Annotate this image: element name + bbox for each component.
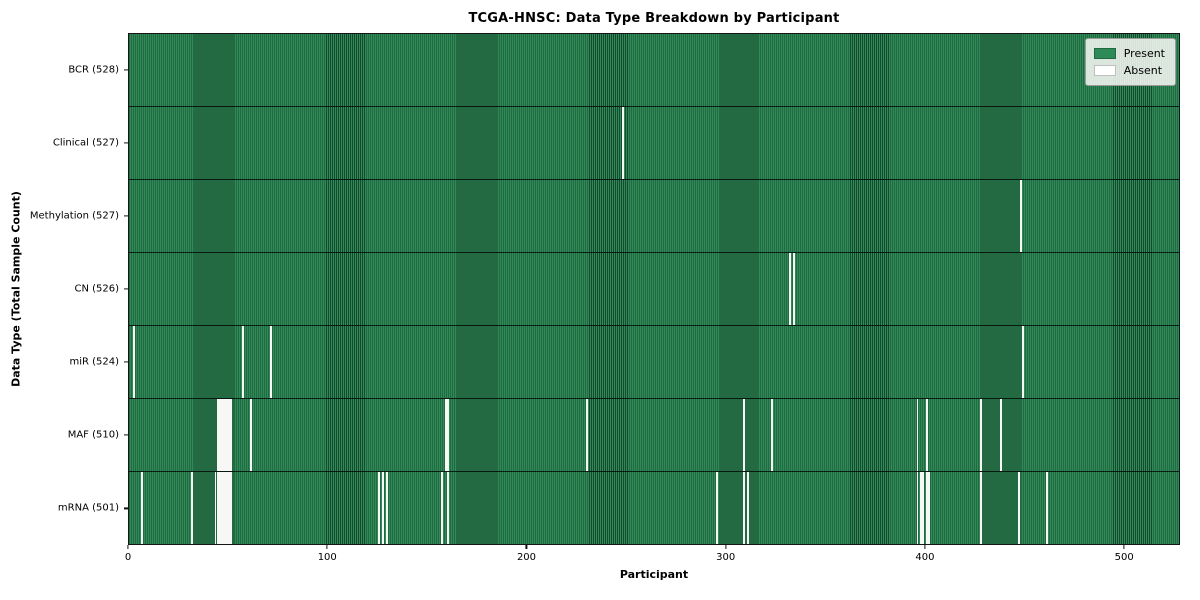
absent-stripe (743, 472, 746, 544)
absent-stripe (224, 399, 227, 471)
absent-stripe (1017, 472, 1020, 544)
x-tick-label: 300 (716, 552, 736, 563)
absent-stripe (216, 399, 219, 471)
absent-stripe (922, 472, 925, 544)
absent-stripe (928, 472, 931, 544)
absent-stripe (220, 399, 223, 471)
x-tick-label: 400 (915, 552, 935, 563)
heatmap-row-cn (129, 253, 1179, 326)
absent-stripe (622, 107, 625, 179)
absent-stripe (218, 472, 221, 544)
absent-stripe (242, 326, 245, 398)
y-tick-label: Clinical (527) (52, 137, 119, 149)
absent-stripe (920, 472, 923, 544)
x-tick-mark (127, 545, 129, 549)
absent-stripe (715, 472, 718, 544)
y-tick-label: BCR (528) (68, 64, 119, 76)
absent-stripe (926, 472, 929, 544)
x-tick-label: 200 (516, 552, 537, 563)
absent-stripe (747, 472, 750, 544)
heatmap-rows (128, 33, 1180, 545)
legend-label-absent: Absent (1123, 64, 1163, 77)
absent-stripe (228, 399, 231, 471)
absent-stripe (270, 326, 273, 398)
absent-stripe (226, 399, 229, 471)
chart-title: TCGA-HNSC: Data Type Breakdown by Partic… (468, 11, 840, 26)
absent-stripe (140, 472, 143, 544)
absent-stripe (1021, 326, 1024, 398)
absent-stripe (220, 472, 223, 544)
y-tick-label: Methylation (527) (29, 210, 119, 222)
y-tick-mark (124, 434, 128, 436)
absent-stripe (771, 399, 774, 471)
absent-stripe (385, 472, 388, 544)
absent-stripe (447, 399, 450, 471)
absent-stripe (190, 472, 193, 544)
y-tick-mark (124, 361, 128, 363)
legend-label-present: Present (1123, 47, 1165, 60)
absent-stripe (132, 326, 135, 398)
absent-stripe (1000, 399, 1002, 471)
absent-stripe (916, 472, 919, 544)
absent-stripe (250, 399, 253, 471)
absent-stripe (218, 399, 221, 471)
heatmap-row-bcr (129, 34, 1179, 107)
legend-item-present: Present (1093, 45, 1165, 62)
present-swatch (1093, 48, 1116, 59)
absent-stripe (224, 472, 227, 544)
absent-stripe (230, 399, 233, 471)
heatmap-row-mir (129, 326, 1179, 399)
absent-stripe (230, 472, 233, 544)
absent-stripe (586, 399, 589, 471)
y-tick-mark (124, 215, 128, 217)
y-tick-label: mRNA (501) (57, 502, 119, 514)
absent-stripe (381, 472, 384, 544)
absent-stripe (743, 399, 746, 471)
y-tick-mark (124, 288, 128, 290)
x-tick-label: 100 (317, 552, 337, 563)
heatmap-row-methylation (129, 180, 1179, 253)
absent-stripe (377, 472, 380, 544)
absent-stripe (214, 472, 217, 544)
y-tick-label: MAF (510) (67, 429, 119, 441)
y-tick-mark (124, 142, 128, 144)
y-tick-mark (124, 68, 128, 71)
heatmap-row-maf (129, 399, 1179, 472)
absent-swatch (1093, 65, 1116, 76)
absent-stripe (226, 472, 229, 544)
x-tick-mark (1123, 545, 1125, 549)
legend-item-absent: Absent (1093, 62, 1165, 79)
plot-area: Present Absent BCR (528) Clinical (527) Me… (30, 33, 1180, 563)
y-tick-label: CN (526) (74, 283, 119, 295)
x-tick-label: 0 (124, 552, 132, 563)
x-tick-label: 500 (1114, 552, 1134, 563)
absent-stripe (441, 472, 444, 544)
absent-stripe (980, 472, 983, 544)
absent-stripe (447, 472, 450, 544)
absent-stripe (980, 399, 983, 471)
absent-stripe (222, 472, 225, 544)
absent-stripe (916, 399, 919, 471)
x-tick-mark (525, 545, 528, 549)
absent-stripe (789, 253, 792, 325)
absent-stripe (228, 472, 231, 544)
legend: Present Absent (1084, 38, 1176, 86)
absent-stripe (216, 472, 219, 544)
heatmap-row-mrna (129, 472, 1179, 544)
absent-stripe (1019, 180, 1022, 252)
x-tick-mark (725, 545, 727, 549)
y-axis-label: Data Type (Total Sample Count) (9, 191, 23, 387)
absent-stripe (926, 399, 929, 471)
absent-stripe (1045, 472, 1048, 544)
absent-stripe (445, 399, 448, 471)
x-axis-label: Participant (619, 568, 689, 581)
absent-stripe (222, 399, 225, 471)
y-tick-label: miR (524) (69, 356, 119, 368)
heatmap-row-clinical (129, 107, 1179, 180)
y-tick-mark (124, 507, 128, 510)
x-tick-mark (924, 545, 926, 549)
absent-stripe (793, 253, 796, 325)
x-tick-mark (326, 545, 328, 549)
